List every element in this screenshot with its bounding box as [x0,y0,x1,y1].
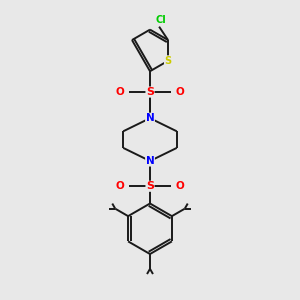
Text: S: S [164,56,172,66]
Text: N: N [146,156,154,166]
Text: Cl: Cl [155,15,166,25]
Text: S: S [146,181,154,191]
Text: N: N [146,113,154,123]
Text: O: O [116,181,125,191]
Text: S: S [146,87,154,97]
Text: O: O [175,87,184,97]
Text: O: O [116,87,125,97]
Text: O: O [175,181,184,191]
